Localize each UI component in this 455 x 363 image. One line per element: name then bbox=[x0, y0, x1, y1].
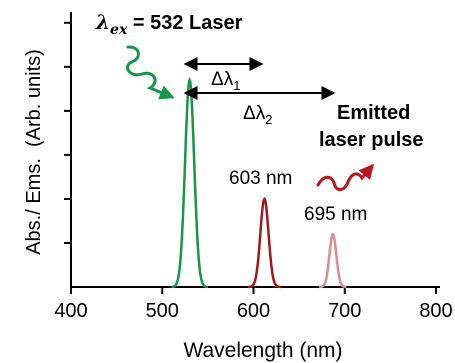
x-tick-label-0: 400 bbox=[54, 300, 87, 322]
delta1-label: Δλ1 bbox=[211, 69, 240, 93]
y-axis-label: Abs./ Ems. (Arb. units) bbox=[23, 49, 45, 255]
excitation-label: λex = 532 Laser bbox=[95, 10, 243, 38]
delta2-label: Δλ2 bbox=[243, 103, 272, 127]
x-tick-label-4: 800 bbox=[419, 300, 452, 322]
x-tick-label-1: 500 bbox=[146, 300, 179, 322]
x-axis-ticks: 400 500 600 700 800 bbox=[54, 287, 453, 322]
peak-label-695: 695 nm bbox=[304, 204, 367, 225]
delta2-subscript: 2 bbox=[265, 112, 272, 127]
x-tick-label-2: 600 bbox=[237, 300, 270, 322]
excitation-text: = 532 Laser bbox=[127, 12, 242, 34]
excitation-wave-arrow bbox=[126, 45, 175, 100]
x-axis-label: Wavelength (nm) bbox=[183, 339, 342, 362]
emitted-label-line2: laser pulse bbox=[319, 129, 424, 151]
excitation-lambda: λ bbox=[95, 10, 110, 34]
peak-label-603: 603 nm bbox=[229, 168, 292, 189]
excitation-subscript: ex bbox=[110, 22, 128, 38]
series-peak-2 bbox=[318, 232, 347, 289]
x-tick-label-3: 700 bbox=[328, 300, 361, 322]
series-peak-0 bbox=[171, 76, 208, 289]
emission-wave-arrow bbox=[316, 163, 374, 192]
series-group bbox=[171, 76, 347, 289]
series-peak-1 bbox=[247, 197, 281, 289]
delta2-symbol: Δλ bbox=[243, 103, 266, 124]
delta1-symbol: Δλ bbox=[211, 69, 234, 90]
emitted-label-line1: Emitted bbox=[337, 102, 410, 124]
y-axis-ticks bbox=[64, 21, 71, 244]
delta1-subscript: 1 bbox=[233, 78, 240, 93]
